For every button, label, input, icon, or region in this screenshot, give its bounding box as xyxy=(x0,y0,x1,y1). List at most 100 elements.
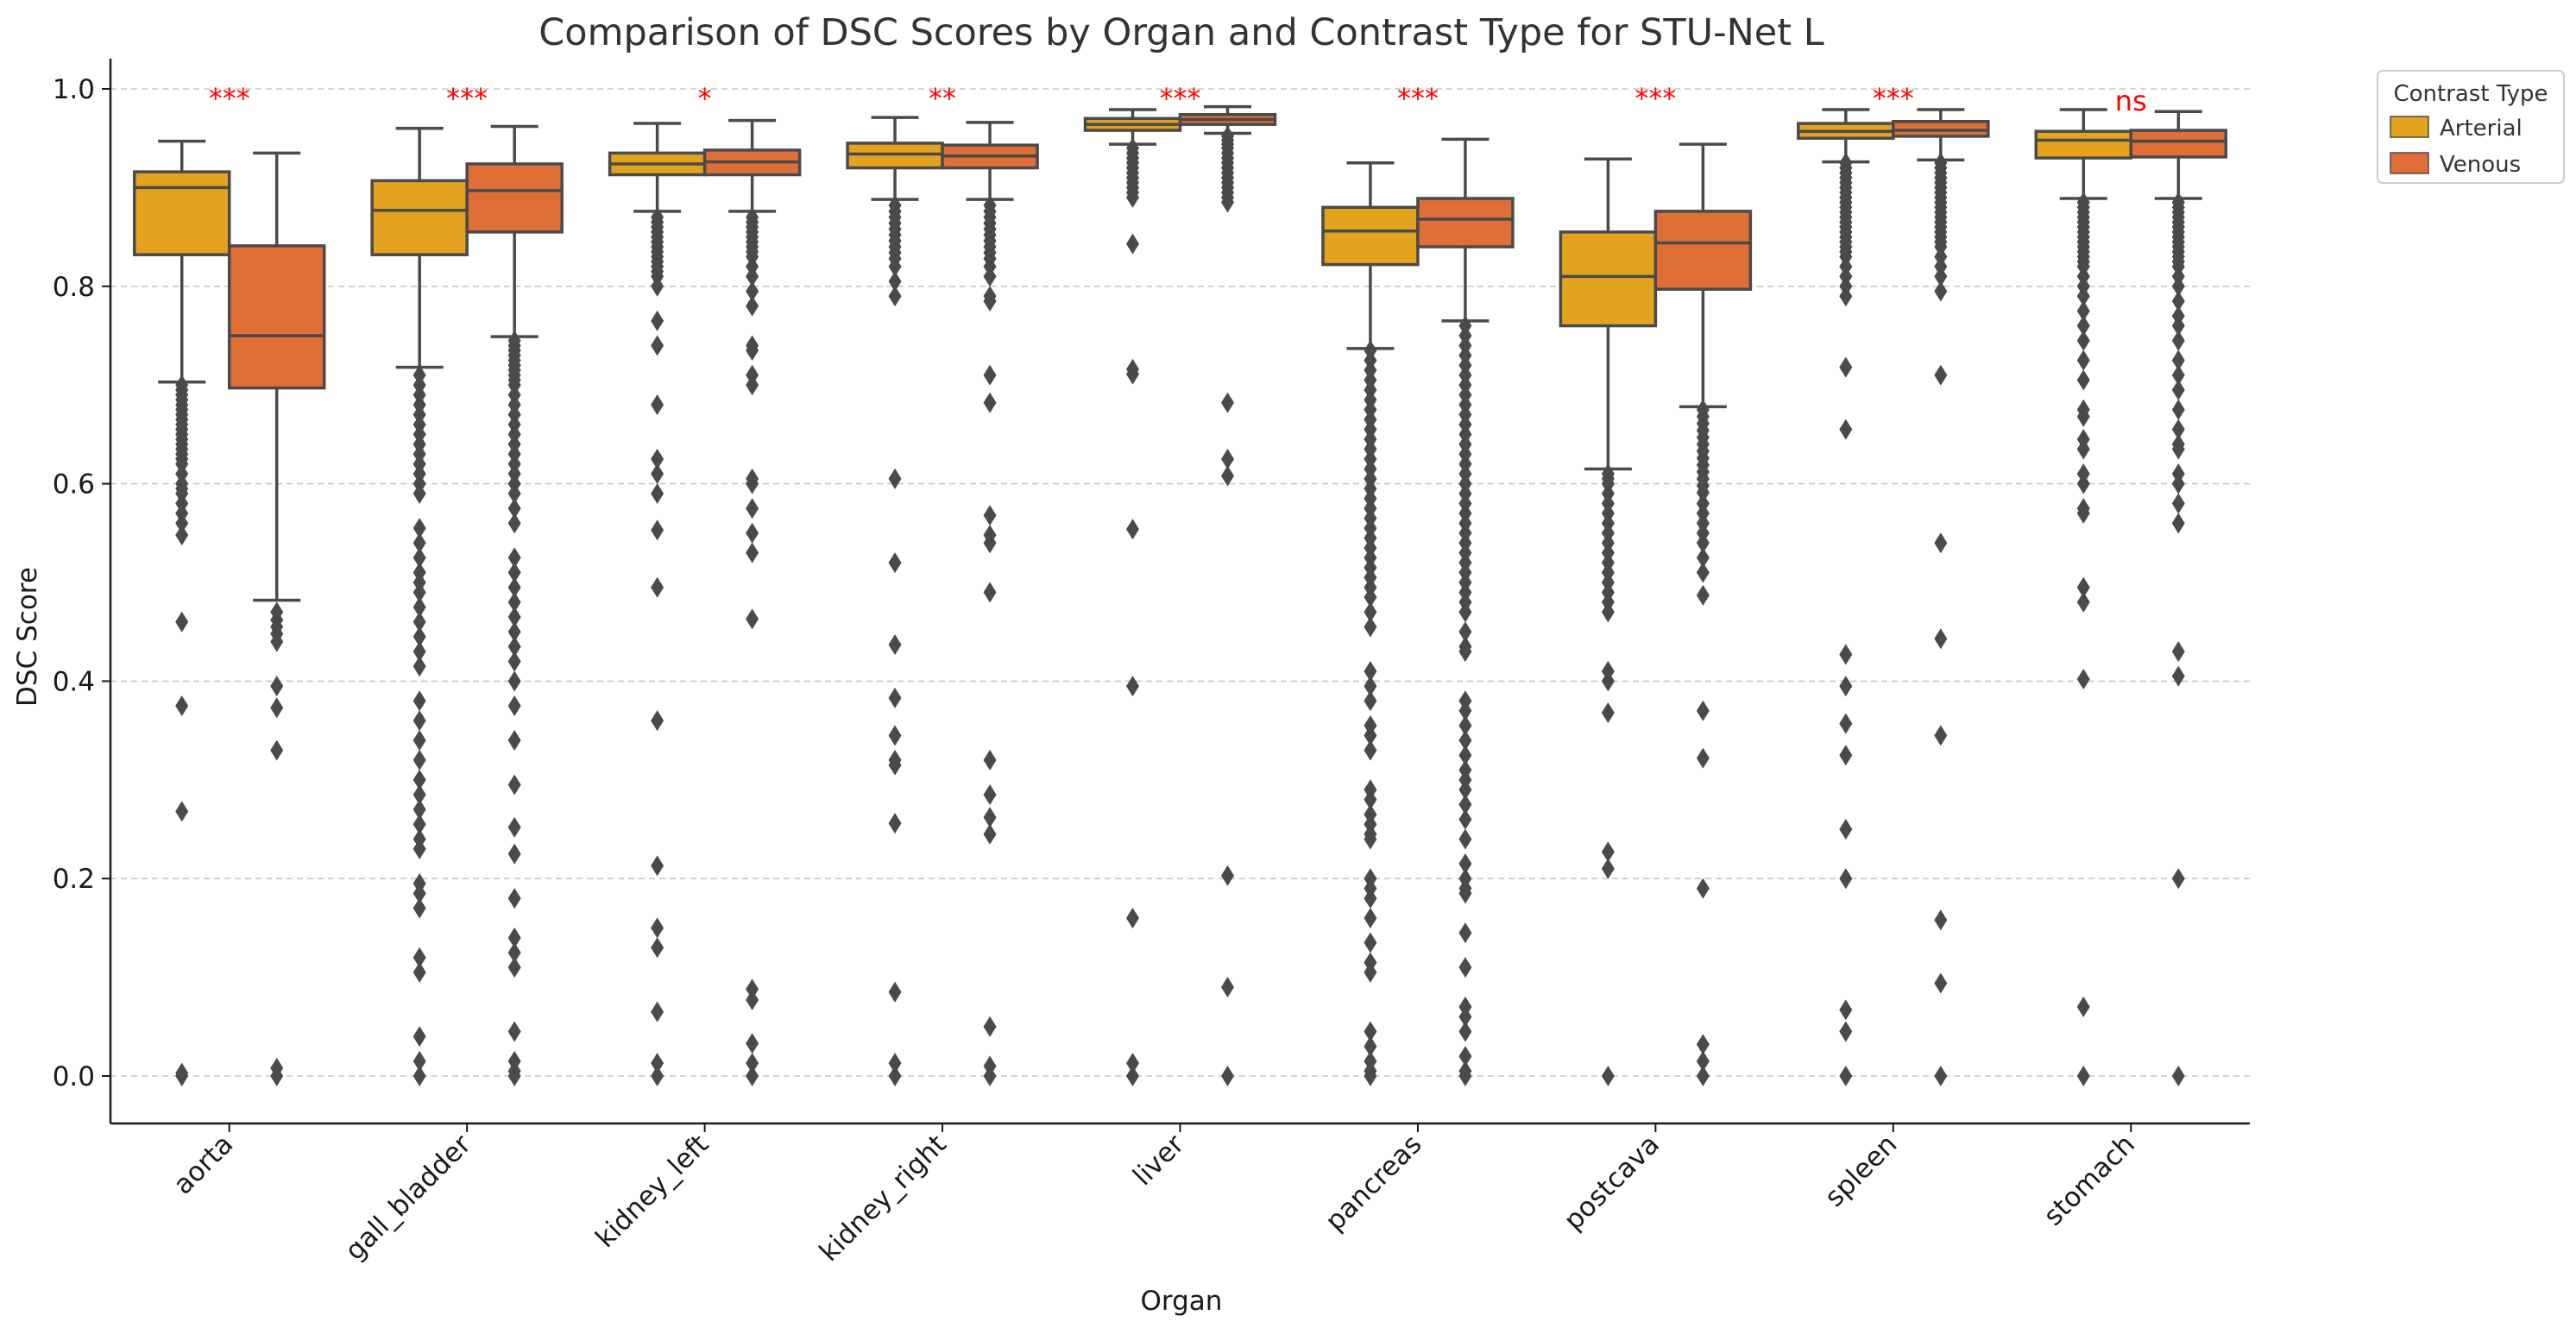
significance-aorta: *** xyxy=(209,82,250,115)
iqr-box xyxy=(1559,230,1658,328)
significance-kidney-left: * xyxy=(698,82,712,115)
outlier-point xyxy=(651,576,664,598)
outlier-point xyxy=(746,1066,759,1086)
outlier-point xyxy=(507,670,521,692)
outlier-point xyxy=(2171,493,2185,514)
outlier-point xyxy=(413,596,426,618)
outlier-point xyxy=(2171,868,2185,890)
outlier-point xyxy=(2076,576,2090,598)
outlier-point xyxy=(1458,730,1472,752)
outlier-point xyxy=(507,1021,521,1042)
outlier-point xyxy=(413,1066,426,1086)
iqr-box xyxy=(132,170,231,256)
outlier-point xyxy=(2076,330,2090,351)
outlier-point xyxy=(507,843,521,865)
legend-label-venous: Venous xyxy=(2440,152,2521,178)
y-tick-label: 0.4 xyxy=(53,666,95,697)
significance-gall-bladder: *** xyxy=(446,82,488,115)
outlier-point xyxy=(651,394,664,416)
outlier-point xyxy=(1458,779,1472,801)
outlier-point xyxy=(2171,473,2185,494)
outlier-point xyxy=(888,754,902,776)
outlier-point xyxy=(1601,601,1615,623)
outlier-point xyxy=(2076,300,2090,322)
outlier-point xyxy=(746,608,759,630)
outlier-point xyxy=(413,611,426,632)
outlier-point xyxy=(1126,363,1139,385)
outlier-point xyxy=(2171,349,2185,371)
outlier-point xyxy=(1934,972,1948,994)
outlier-point xyxy=(1934,628,1948,650)
outlier-point xyxy=(746,542,759,563)
outlier-point xyxy=(1839,418,1853,440)
iqr-box xyxy=(227,244,326,390)
outlier-point xyxy=(2171,1066,2185,1086)
y-tick-label: 1.0 xyxy=(53,74,95,105)
outlier-point xyxy=(2076,1066,2090,1086)
iqr-box xyxy=(2034,129,2133,160)
outlier-point xyxy=(888,1053,902,1074)
significance-postcava: *** xyxy=(1634,82,1676,115)
outlier-point xyxy=(1221,449,1234,469)
outlier-point xyxy=(2171,364,2185,386)
outlier-point xyxy=(270,631,284,652)
outlier-point xyxy=(1839,676,1853,697)
outlier-point xyxy=(1458,621,1472,643)
outlier-point xyxy=(1696,1066,1710,1086)
outlier-point xyxy=(507,730,521,752)
outlier-point xyxy=(1126,519,1139,540)
outlier-point xyxy=(1364,1035,1377,1057)
outlier-point xyxy=(746,989,759,1010)
outlier-point xyxy=(1696,747,1710,769)
outlier-point xyxy=(888,468,902,489)
box-arterial-stomach xyxy=(2034,108,2133,1086)
y-tick-label: 0.8 xyxy=(53,272,95,303)
outlier-point xyxy=(888,813,902,834)
outlier-point xyxy=(1458,641,1472,663)
outlier-point xyxy=(270,1066,284,1086)
outlier-point xyxy=(1839,1021,1853,1042)
outlier-point xyxy=(651,937,664,959)
outlier-point xyxy=(413,483,426,505)
outlier-point xyxy=(175,695,189,716)
legend-swatch-venous xyxy=(2390,152,2429,174)
outlier-point xyxy=(983,807,997,828)
outlier-point xyxy=(2171,315,2185,337)
outlier-point xyxy=(1934,364,1948,386)
outlier-point xyxy=(413,532,426,554)
iqr-box xyxy=(1321,205,1420,267)
outlier-point xyxy=(1934,725,1948,746)
outlier-point xyxy=(1221,465,1234,487)
outlier-point xyxy=(983,1016,997,1037)
box-venous-kidney-right xyxy=(941,121,1039,1086)
outlier-point xyxy=(651,917,664,939)
outlier-point xyxy=(983,823,997,845)
outlier-point xyxy=(2076,369,2090,391)
outlier-point xyxy=(413,783,426,805)
outlier-point xyxy=(1458,1006,1472,1028)
outlier-point xyxy=(1364,587,1377,608)
outlier-point xyxy=(1934,909,1948,931)
outlier-point xyxy=(413,730,426,752)
box-arterial-pancreas xyxy=(1321,161,1420,1086)
x-tick-label-aorta: aorta xyxy=(167,1129,239,1200)
y-axis-label: DSC Score xyxy=(12,567,43,707)
outlier-point xyxy=(1839,999,1853,1021)
outlier-point xyxy=(1126,676,1139,697)
x-tick-label-postcava: postcava xyxy=(1558,1129,1666,1236)
significance-pancreas: *** xyxy=(1397,82,1439,115)
outlier-point xyxy=(1364,660,1377,682)
x-tick-label-gall-bladder: gall_bladder xyxy=(339,1129,477,1267)
outlier-point xyxy=(413,883,426,904)
outlier-point xyxy=(2076,349,2090,371)
outlier-point xyxy=(507,607,521,628)
outlier-point xyxy=(1839,819,1853,840)
outlier-point xyxy=(1364,725,1377,746)
outlier-point xyxy=(175,801,189,822)
outlier-point xyxy=(651,463,664,485)
outlier-point xyxy=(983,532,997,554)
outlier-point xyxy=(1839,1066,1853,1086)
outlier-point xyxy=(746,522,759,544)
outlier-point xyxy=(1601,702,1615,724)
outlier-point xyxy=(1364,789,1377,810)
